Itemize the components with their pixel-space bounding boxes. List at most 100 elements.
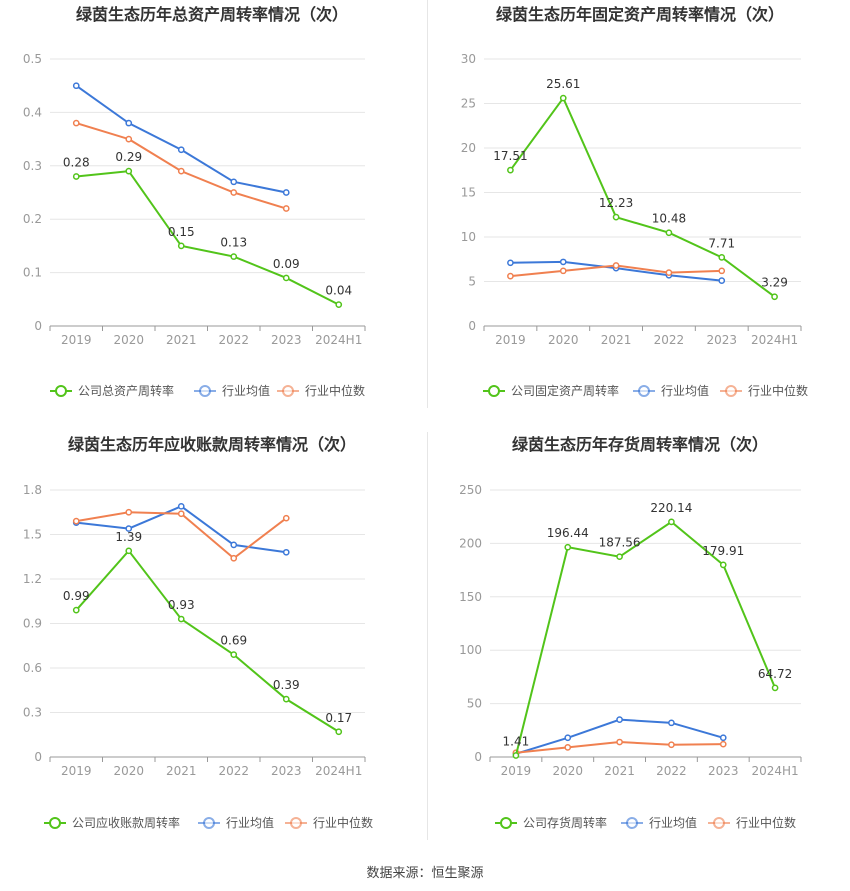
chart-fixed-asset-turnover: 绿茵生态历年固定资产周转率情况（次） 0 5 10 15 20 25 30 2019 2020 20… [461,5,808,398]
x-tick-label: 2022 [656,764,687,778]
data-label: 0.99 [63,589,90,603]
legend-marker [55,385,67,397]
x-tick-label: 2020 [113,764,144,778]
data-point-industry-median [564,744,572,751]
data-point-industry-median [665,269,673,276]
chart-title: 绿茵生态历年总资产周转率情况（次） [76,5,348,24]
data-point-company [771,293,778,301]
data-label: 12.23 [599,196,633,210]
x-tick-label: 2022 [218,333,249,347]
legend-item-industry-avg: 行业均值 [633,383,709,398]
legend-marker [203,817,215,829]
data-point-company [512,752,520,759]
chart-title: 绿茵生态历年存货周转率情况（次） [512,435,768,454]
data-point-industry-avg [719,734,727,742]
y-tick-label: 1.8 [23,483,42,497]
x-tick-label: 2023 [706,333,737,347]
panel-divider-bottom [427,432,428,840]
legend-label: 行业均值 [649,815,697,830]
series-line-industry-avg [75,84,287,194]
data-point-industry-median [230,189,238,196]
y-tick-label: 0 [34,750,42,764]
legend-item-industry-median: 行业中位数 [277,383,365,398]
legend-label: 公司应收账款周转率 [72,815,180,830]
data-point-company [718,254,726,261]
data-point-company [230,253,238,260]
x-tick-label: 2020 [552,764,583,778]
x-tick-label: 2024H1 [315,333,362,347]
x-tick-label: 2020 [113,333,144,347]
data-point-industry-avg [668,719,675,727]
legend-label: 行业均值 [661,383,709,398]
data-point-company [177,615,185,623]
series-line-company [514,520,777,756]
chart-title: 绿茵生态历年应收账款周转率情况（次） [68,435,356,454]
x-tick-label: 2022 [654,333,685,347]
series-line-industry-median [76,511,287,560]
legend-label: 公司存货周转率 [523,815,607,830]
x-tick-label: 2019 [495,333,526,347]
series-line-company [509,96,776,298]
data-point-industry-median [72,517,80,525]
data-point-company [230,651,238,658]
data-point-company [559,94,567,102]
y-tick-label: 5 [468,275,476,289]
y-tick-label: 50 [467,697,482,711]
y-tick-label: 0 [474,750,482,764]
data-source: 数据来源：恒生聚源 [366,866,484,881]
legend-item-industry-median: 行业中位数 [720,383,808,398]
legend-item-industry-avg: 行业均值 [194,383,270,398]
data-label: 0.93 [168,598,195,612]
x-tick-label: 2019 [61,764,92,778]
y-tick-label: 20 [461,141,476,155]
data-point-industry-avg [616,716,623,723]
y-tick-label: 0.4 [23,105,42,119]
data-point-industry-avg [230,541,238,549]
data-point-industry-median [125,135,133,143]
data-label: 7.71 [708,236,735,250]
data-point-company [616,553,623,561]
series-line-company [75,549,340,733]
data-label: 0.04 [325,284,352,298]
legend-marker [500,817,512,829]
x-tick-label: 2024H1 [751,333,798,347]
legend-item-company: 公司固定资产周转率 [483,383,619,398]
y-tick-label: 15 [461,186,476,200]
y-tick-label: 0.3 [23,706,42,720]
x-tick-label: 2022 [218,764,249,778]
data-label: 0.29 [115,150,142,164]
legend-label: 行业中位数 [305,383,365,398]
legend-label: 行业中位数 [748,383,808,398]
data-label: 25.61 [546,77,580,91]
legend-item-industry-avg: 行业均值 [621,815,697,830]
y-tick-label: 250 [459,483,482,497]
x-tick-label: 2021 [604,764,635,778]
x-tick-label: 2021 [601,333,632,347]
data-point-company [665,229,673,237]
data-label: 1.41 [503,734,530,748]
legend-marker [290,817,302,829]
x-tick-label: 2020 [548,333,579,347]
legend-marker [49,817,61,829]
data-point-company [125,167,133,175]
y-tick-label: 0.1 [23,266,42,280]
data-label: 220.14 [650,501,692,515]
panel-divider-top [427,0,428,408]
data-point-industry-median [612,262,620,269]
x-tick-label: 2024H1 [751,764,798,778]
data-point-industry-avg [564,734,572,742]
x-tick-label: 2024H1 [315,764,362,778]
x-tick-label: 2021 [166,764,197,778]
data-point-industry-median [282,205,290,212]
x-tick-label: 2023 [271,333,302,347]
y-tick-label: 0.3 [23,159,42,173]
x-tick-label: 2021 [166,333,197,347]
data-label: 0.13 [220,236,247,250]
legend-label: 行业中位数 [313,815,373,830]
data-label: 3.29 [761,276,788,290]
data-label: 0.28 [63,155,90,169]
data-point-industry-avg [559,258,567,266]
data-point-industry-avg [230,178,238,186]
data-point-industry-median [177,510,185,518]
legend-label: 公司总资产周转率 [78,383,174,398]
